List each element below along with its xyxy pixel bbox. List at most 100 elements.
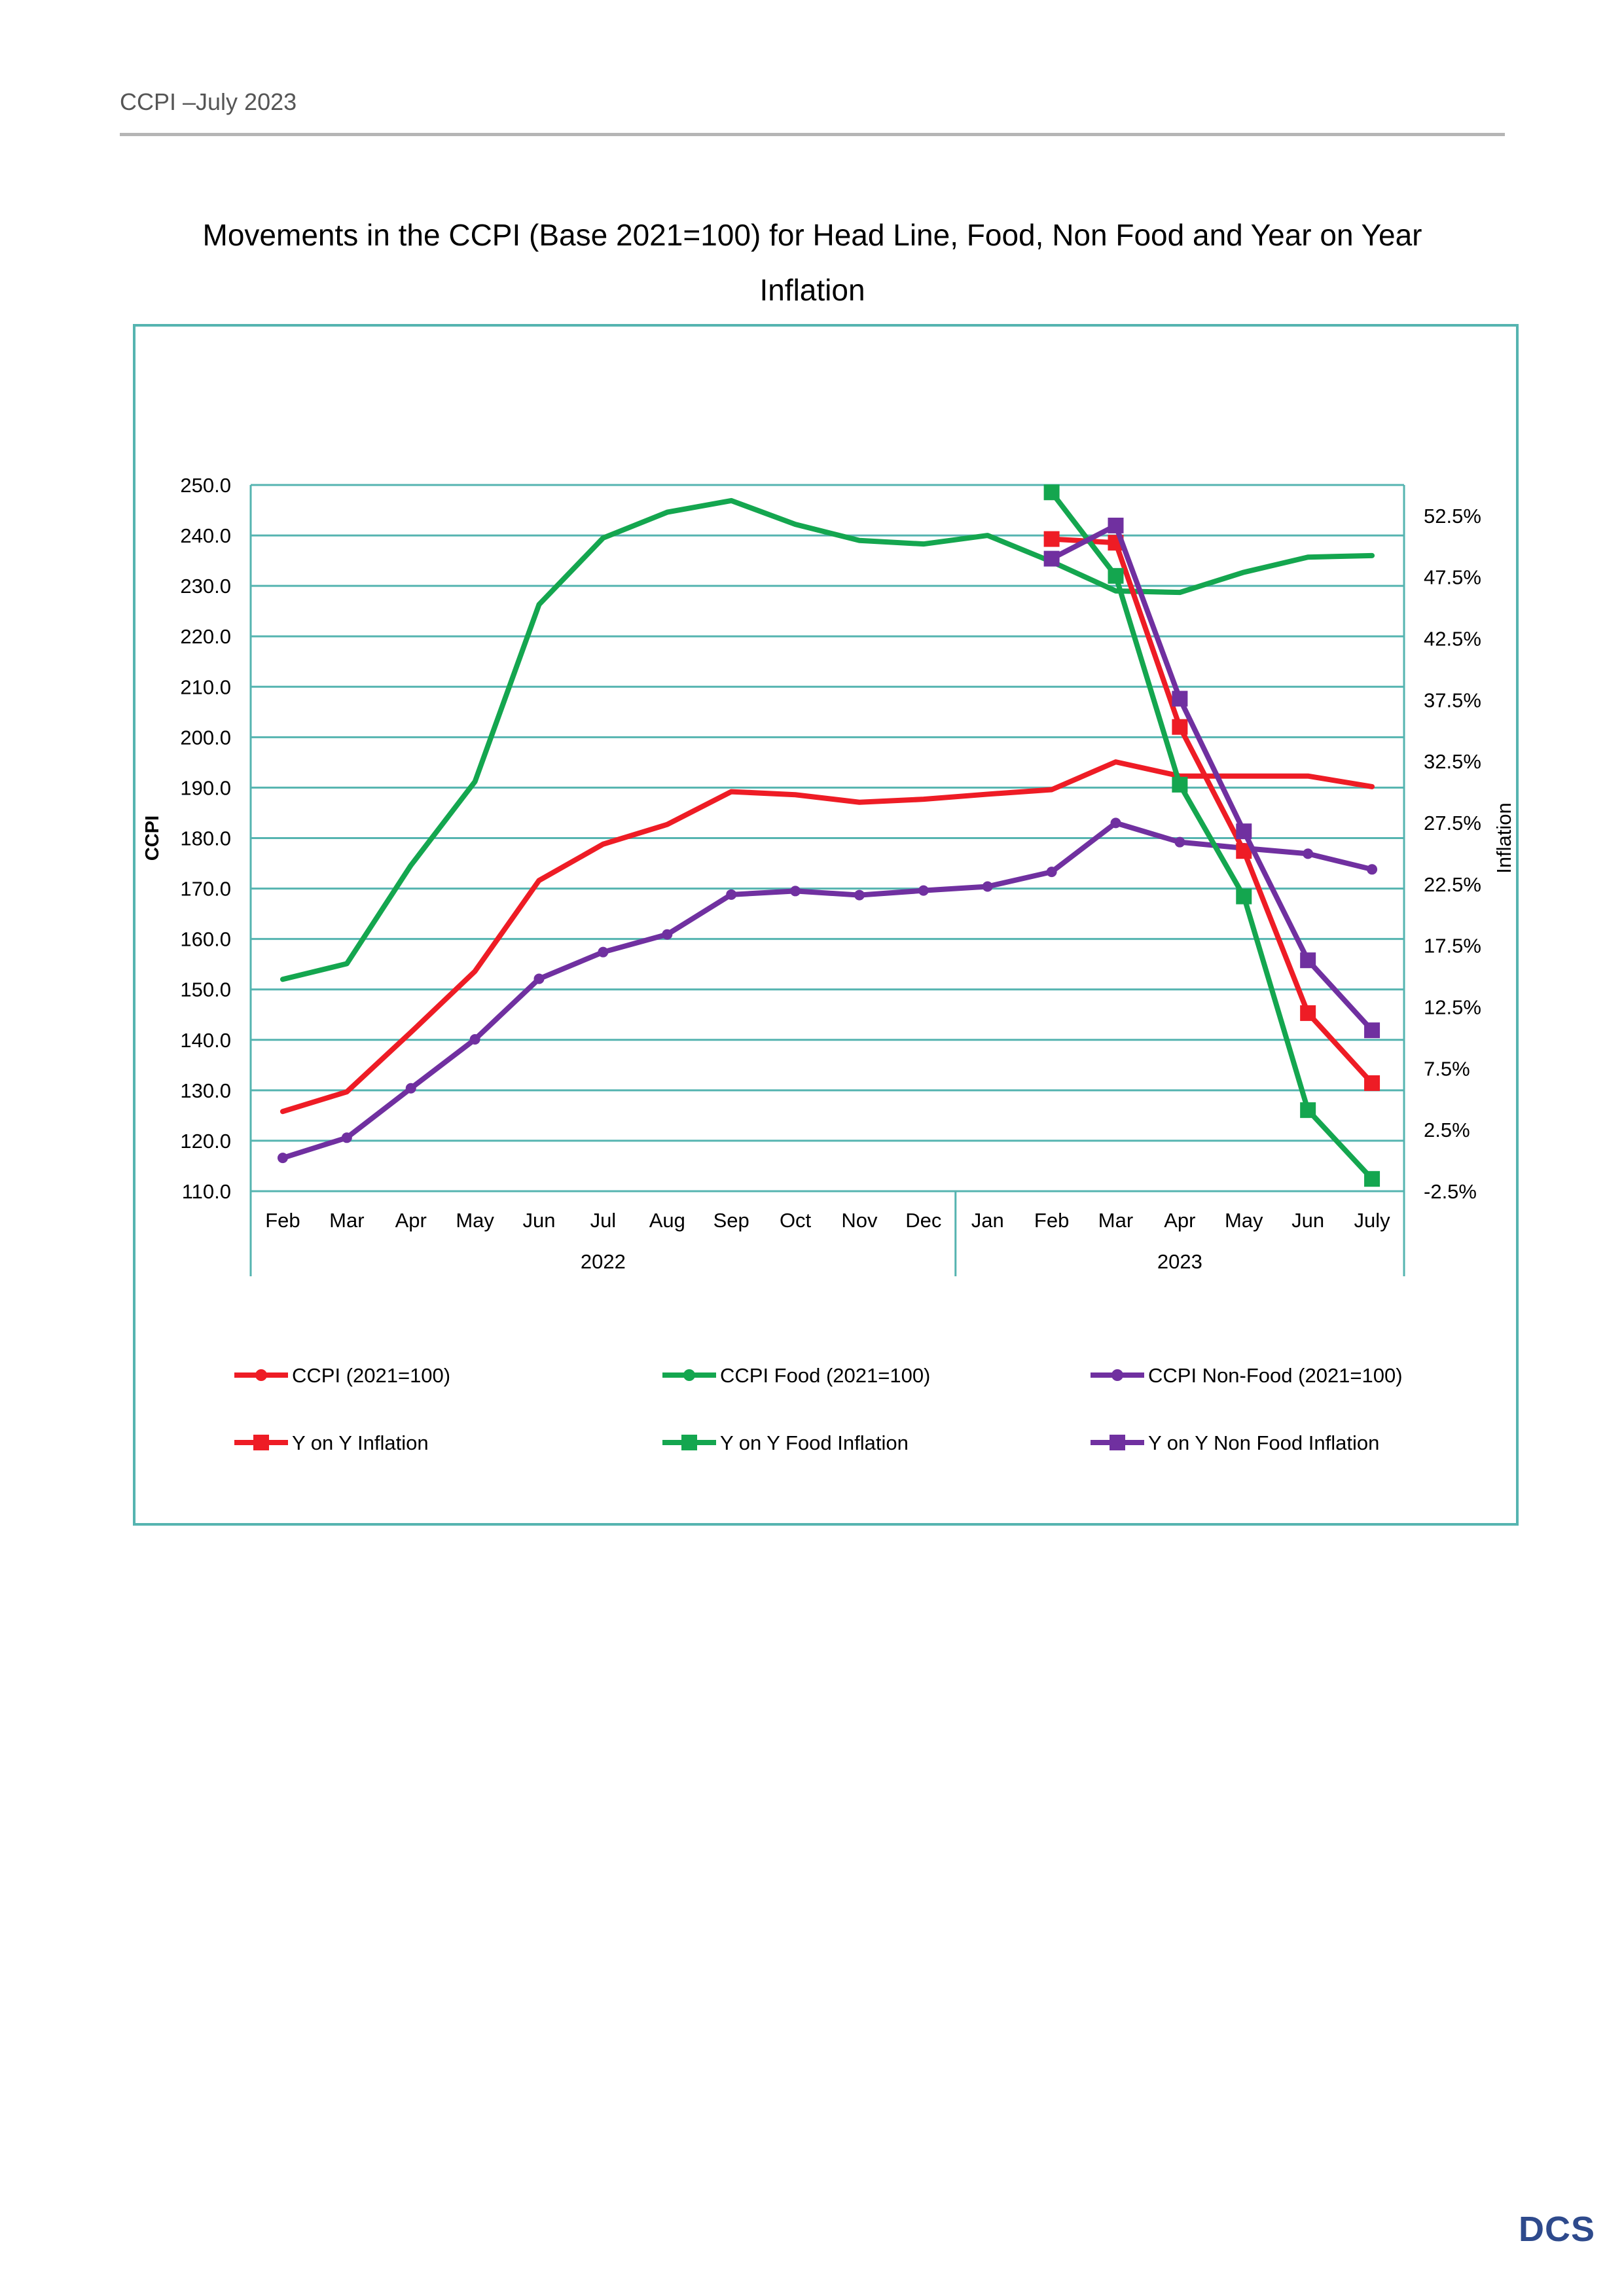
legend-label: CCPI Food (2021=100) [720,1364,930,1387]
y2-tick-label: 52.5% [1424,505,1481,528]
y2-tick-label: 7.5% [1424,1057,1470,1080]
legend-marker [255,1369,267,1381]
series-line-ccpi-2021-100 [280,759,1375,1115]
y-tick-label: 220.0 [180,625,231,648]
y2-tick-label: 12.5% [1424,996,1481,1019]
x-group-label: 2022 [581,1250,626,1273]
y2-tick-label: 2.5% [1424,1119,1470,1141]
data-point-circle [662,929,673,940]
y-tick-label: 150.0 [180,978,231,1001]
x-tick-label: Feb [265,1209,300,1232]
data-point-circle [982,881,993,892]
x-tick-label: Nov [841,1209,878,1232]
axes: 110.0 120.0 130.0 140.0 150.0 160.0 170.0 180.0… [142,474,1515,1276]
x-tick-label: Feb [1034,1209,1069,1232]
x-tick-label: Jun [1291,1209,1324,1232]
y2-tick-label: 37.5% [1424,689,1481,711]
data-point-circle [1046,867,1057,878]
series-line-ccpi-non-food-2021-100 [280,820,1375,1161]
series-line-y-on-y-food-inflation [1049,490,1375,1182]
y-tick-label: 200.0 [180,726,231,749]
data-point-square [1300,1102,1316,1119]
y2-tick-label: 17.5% [1424,935,1481,958]
y-tick-label: 130.0 [180,1079,231,1102]
y-tick-label: 170.0 [180,878,231,901]
y2-tick-label: 47.5% [1424,566,1481,589]
y-tick-label: 210.0 [180,675,231,698]
legend-marker [253,1435,269,1450]
legend-label: Y on Y Inflation [292,1431,429,1454]
series-lines [277,484,1380,1187]
data-point-circle [341,1132,352,1143]
legend-marker [1111,1369,1123,1381]
y2-tick-label: 27.5% [1424,812,1481,834]
data-point-circle [854,889,865,901]
data-point-square [1364,1075,1380,1091]
data-point-square [1236,823,1252,840]
legend-label: Y on Y Food Inflation [720,1431,909,1454]
grid-lines [249,484,1405,1193]
legend-marker [681,1435,697,1450]
x-tick-label: Jul [590,1209,617,1232]
data-point-circle [1303,848,1314,859]
data-point-circle [405,1083,416,1094]
x-tick-label: May [456,1209,494,1232]
data-point-circle [918,885,929,896]
x-tick-label: July [1354,1209,1390,1232]
legend-marker [683,1369,695,1381]
y-tick-label: 250.0 [180,474,231,497]
data-point-square [1172,776,1188,793]
y-tick-label: 140.0 [180,1029,231,1052]
data-point-square [1300,1005,1316,1021]
y2-tick-label: 42.5% [1424,628,1481,651]
data-point-square [1364,1022,1380,1039]
chart-title-line-1: Movements in the CCPI (Base 2021=100) fo… [202,218,1422,252]
legend-label: CCPI (2021=100) [292,1364,450,1387]
x-tick-label: Mar [329,1209,364,1232]
y-tick-label: 190.0 [180,776,231,799]
x-tick-label: Sep [713,1209,749,1232]
y2-tick-label: -2.5% [1424,1180,1477,1203]
chart-title-line-2: Inflation [759,273,865,307]
x-tick-label: Aug [649,1209,685,1232]
x-tick-label: Dec [905,1209,941,1232]
x-group-label: 2023 [1157,1250,1202,1273]
data-point-circle [533,973,545,984]
data-point-circle [1174,836,1185,848]
y2-tick-label: 32.5% [1424,750,1481,773]
data-point-square [1364,1171,1380,1187]
y-tick-label: 230.0 [180,575,231,598]
legend-label: CCPI Non-Food (2021=100) [1148,1364,1403,1387]
y-tick-label: 120.0 [180,1130,231,1153]
data-point-circle [598,946,609,958]
header-rule [120,133,1505,136]
data-point-square [1172,719,1188,735]
page-header: CCPI –July 2023 [120,88,297,115]
data-point-circle [469,1034,480,1045]
data-point-square [1172,691,1188,707]
legend-label: Y on Y Non Food Inflation [1148,1431,1379,1454]
dcs-logo: DCS [1519,2210,1596,2249]
x-tick-label: Oct [780,1209,812,1232]
data-point-square [1043,531,1060,547]
y2-axis-title: Inflation [1492,802,1515,874]
x-tick-label: Jan [971,1209,1004,1232]
data-point-circle [1110,817,1121,829]
chart-frame [133,324,1519,1526]
data-point-circle [277,1153,288,1164]
y-axis-title: CCPI [142,816,163,861]
data-point-square [1108,517,1124,533]
series-line-ccpi-food-2021-100 [280,497,1375,982]
legend: CCPI (2021=100) CCPI Food (2021=100) CCPI … [234,1364,1403,1454]
y-tick-label: 160.0 [180,928,231,951]
data-point-circle [1367,864,1378,875]
legend-marker [1110,1435,1125,1450]
data-point-square [1236,888,1252,905]
x-tick-label: Apr [395,1209,427,1232]
x-tick-label: Mar [1098,1209,1133,1232]
data-point-square [1043,484,1060,501]
data-point-circle [790,886,801,897]
data-point-circle [726,889,737,900]
y-tick-label: 180.0 [180,827,231,850]
